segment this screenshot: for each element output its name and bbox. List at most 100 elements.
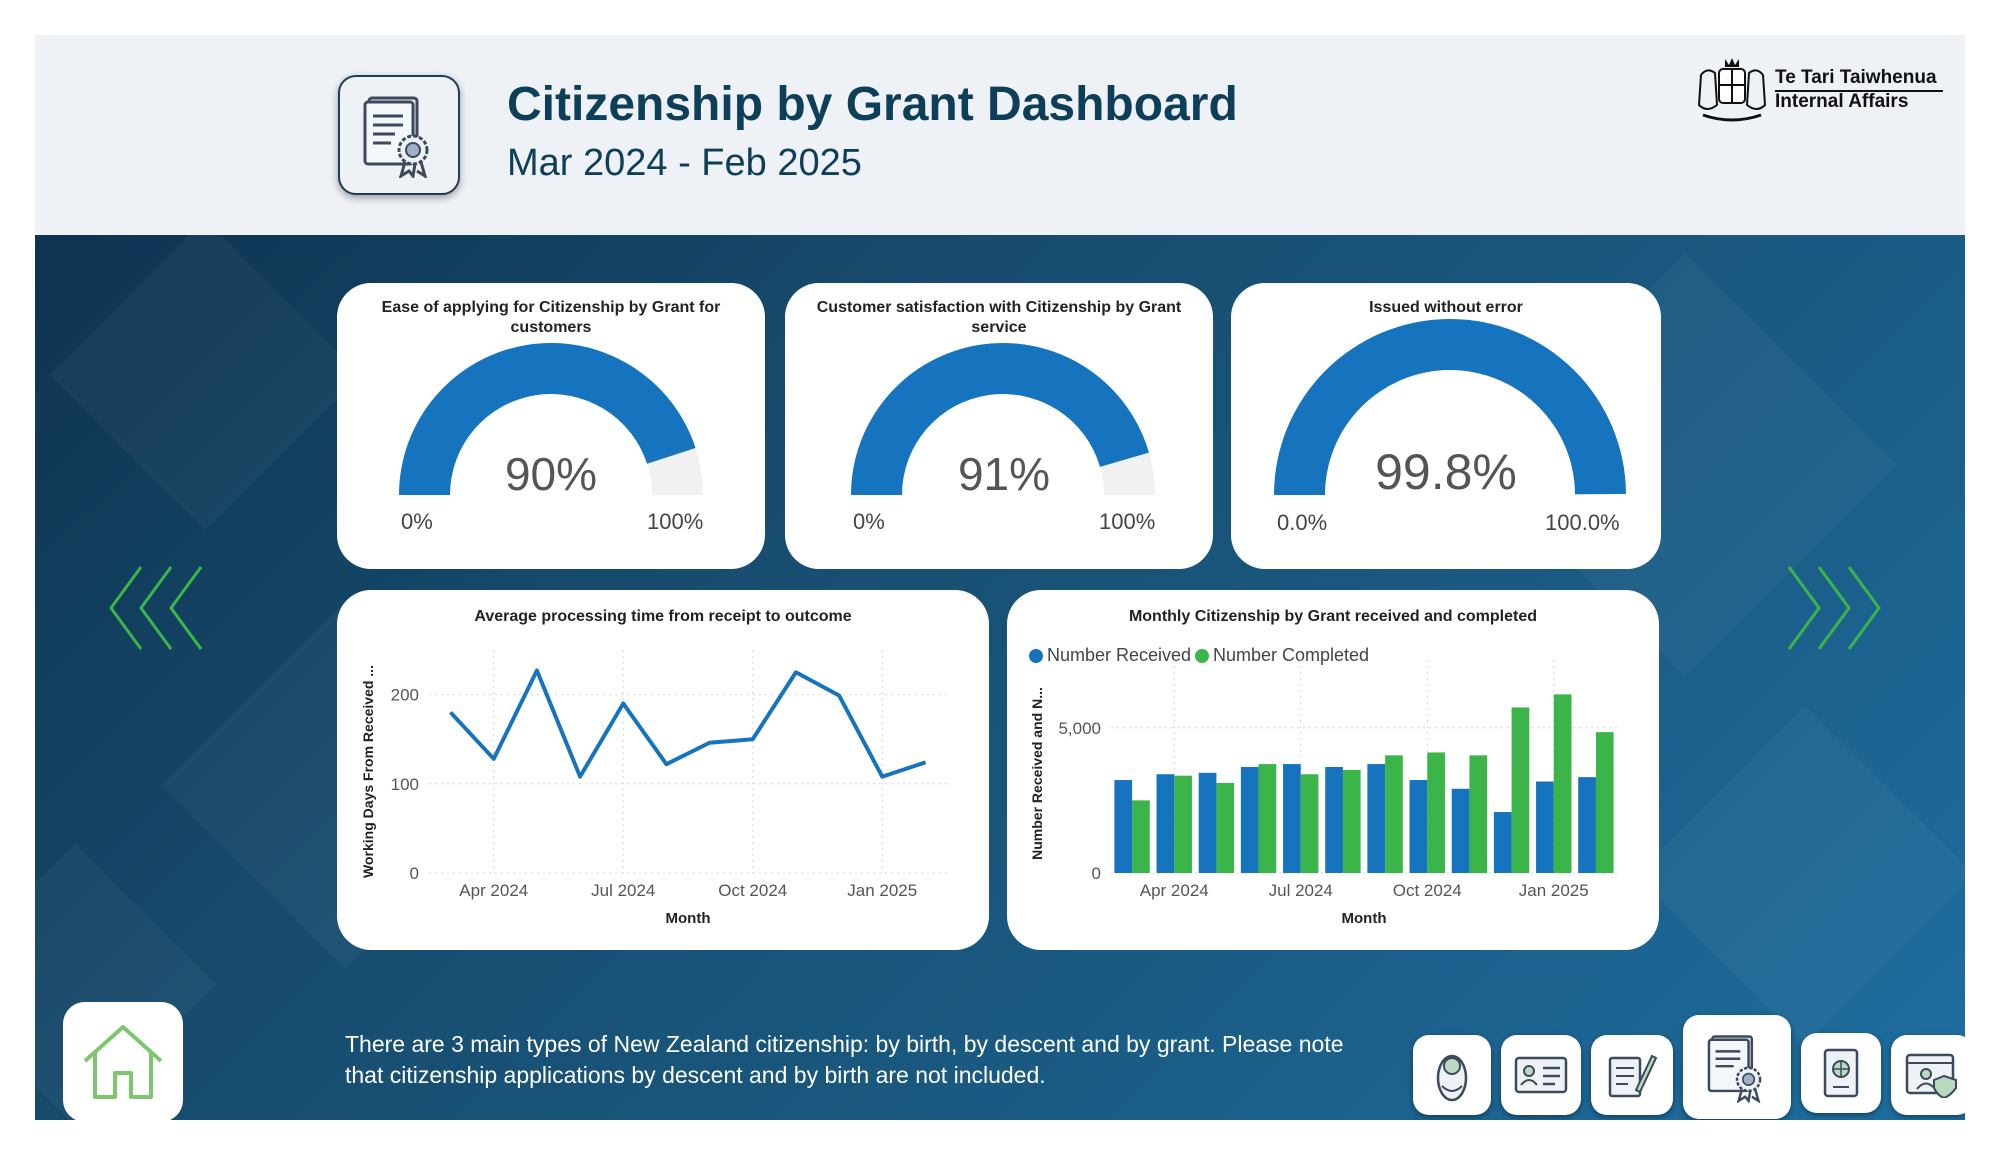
bar-completed xyxy=(1595,732,1614,873)
dashboard-body: Ease of applying for Citizenship by Gran… xyxy=(35,235,1965,1120)
bar-received xyxy=(1198,772,1217,873)
received-completed-bar-chart: 0 5,000 Apr 2024 Jul 2024 Oct 2024 Jan 2025 Mo… xyxy=(1029,660,1617,927)
legend-item-received[interactable]: Number Received xyxy=(1029,645,1191,666)
nav-id-card-button[interactable] xyxy=(1501,1035,1581,1115)
processing-time-line-chart: 0 100 200 Apr 2024 Jul 2024 Oct 2024 Jan 2025 M… xyxy=(360,650,947,927)
bar-completed xyxy=(1342,769,1361,873)
legend-dot-received xyxy=(1029,648,1043,663)
processing-time-card: Average processing time from receipt to … xyxy=(337,590,989,950)
baby-icon xyxy=(1436,1054,1468,1102)
data-point xyxy=(795,671,797,673)
bar-completed xyxy=(1174,775,1192,873)
logo-text-english: Internal Affairs xyxy=(1775,91,1909,112)
gauge-title: Ease of applying for Citizenship by Gran… xyxy=(381,299,721,336)
x-tick-label: Apr 2024 xyxy=(1140,881,1209,900)
chart-title: Monthly Citizenship by Grant received an… xyxy=(1128,608,1538,625)
citizenship-footnote: There are 3 main types of New Zealand ci… xyxy=(345,1031,1344,1088)
data-point xyxy=(493,758,495,760)
bar-completed xyxy=(1553,694,1572,873)
y-tick-label: 100 xyxy=(391,775,419,794)
gauge-value: 99.8% xyxy=(1375,444,1517,500)
data-point xyxy=(665,763,667,765)
x-tick-label: Apr 2024 xyxy=(459,881,528,900)
gauge-fill xyxy=(851,343,1149,495)
document-sign-icon xyxy=(1608,1054,1658,1098)
previous-page-chevrons-icon[interactable] xyxy=(105,563,215,653)
bar-completed xyxy=(1385,755,1403,873)
nav-passport-button[interactable] xyxy=(1801,1033,1881,1113)
page-title: Citizenship by Grant Dashboard xyxy=(507,78,1238,131)
legend-label: Number Completed xyxy=(1213,645,1370,665)
series-line xyxy=(449,668,927,779)
logo-text-maori: Te Tari Taiwhenua xyxy=(1775,67,1937,88)
dia-logo: Te Tari Taiwhenua Internal Affairs xyxy=(1693,55,1943,127)
gauge-min-label: 0% xyxy=(853,509,885,534)
y-axis-label: Number Received and N... xyxy=(1029,687,1045,860)
nav-birth-button[interactable] xyxy=(1413,1035,1491,1115)
x-tick-label: Jul 2024 xyxy=(1269,881,1333,900)
bar-received xyxy=(1325,766,1343,873)
bar-completed xyxy=(1511,707,1530,873)
bar-received xyxy=(1240,766,1259,873)
data-point xyxy=(752,738,754,740)
y-axis-label: Working Days From Received ... xyxy=(360,665,376,878)
gauge-max-label: 100% xyxy=(647,509,704,534)
certificate-icon xyxy=(363,96,429,178)
gauge-min-label: 0.0% xyxy=(1277,510,1328,535)
x-tick-label: Jul 2024 xyxy=(591,881,655,900)
y-tick-label: 200 xyxy=(391,686,419,705)
nav-document-button[interactable] xyxy=(1591,1035,1673,1115)
background-tile xyxy=(49,235,360,531)
bar-received xyxy=(1156,774,1175,873)
gauge-arc xyxy=(399,343,703,495)
coat-of-arms-icon xyxy=(1697,58,1767,122)
y-tick-label: 5,000 xyxy=(1058,719,1101,738)
y-tick-label: 0 xyxy=(410,864,419,883)
date-range-subtitle: Mar 2024 - Feb 2025 xyxy=(507,142,862,184)
bar-received xyxy=(1283,764,1301,873)
chart-title: Average processing time from receipt to … xyxy=(474,608,852,625)
header-certificate-button[interactable] xyxy=(338,75,460,195)
passport-icon xyxy=(1823,1048,1859,1098)
bar-completed xyxy=(1132,800,1150,873)
gauge-arc xyxy=(851,343,1155,495)
data-point xyxy=(622,703,624,705)
gauge-max-label: 100.0% xyxy=(1545,510,1620,535)
data-point xyxy=(536,670,538,672)
gauge-fill xyxy=(399,343,696,495)
y-tick-label: 0 xyxy=(1092,864,1101,883)
x-tick-label: Jan 2025 xyxy=(1519,881,1589,900)
bar-received xyxy=(1578,777,1596,873)
bar-completed xyxy=(1216,782,1235,873)
bar-received xyxy=(1409,780,1428,873)
gauge-card-issued-without-error: Issued without error 99.8% 0.0% 100.0% xyxy=(1231,283,1661,569)
logo-divider xyxy=(1775,90,1943,92)
bar-received xyxy=(1493,812,1512,873)
home-icon xyxy=(83,1025,163,1099)
bar-received xyxy=(1114,780,1133,873)
nav-citizenship-grant-button[interactable] xyxy=(1683,1015,1791,1119)
id-card-icon xyxy=(1514,1056,1568,1094)
next-page-chevrons-icon[interactable] xyxy=(1775,563,1885,653)
data-point xyxy=(881,776,883,778)
gauge-title: Issued without error xyxy=(1369,299,1523,316)
gauge-arc xyxy=(1274,319,1626,495)
bar-received xyxy=(1451,788,1470,873)
data-point xyxy=(709,742,711,744)
home-button[interactable] xyxy=(63,1002,183,1120)
bar-completed xyxy=(1300,774,1319,873)
legend-item-completed[interactable]: Number Completed xyxy=(1195,645,1369,666)
header-bar: Citizenship by Grant Dashboard Mar 2024 … xyxy=(35,35,1965,235)
gauge-value: 90% xyxy=(504,448,598,500)
bar-received xyxy=(1367,764,1386,873)
gauge-value: 91% xyxy=(957,448,1051,500)
x-tick-label: Oct 2024 xyxy=(718,881,787,900)
background-tile xyxy=(1635,705,1965,1044)
received-completed-card: Monthly Citizenship by Grant received an… xyxy=(1007,590,1659,950)
profile-shield-icon xyxy=(1905,1053,1957,1098)
legend-label: Number Received xyxy=(1047,645,1192,665)
bar-completed xyxy=(1469,755,1488,873)
x-axis-label: Month xyxy=(666,910,711,927)
x-tick-label: Oct 2024 xyxy=(1393,881,1462,900)
nav-profile-button[interactable] xyxy=(1891,1035,1965,1115)
